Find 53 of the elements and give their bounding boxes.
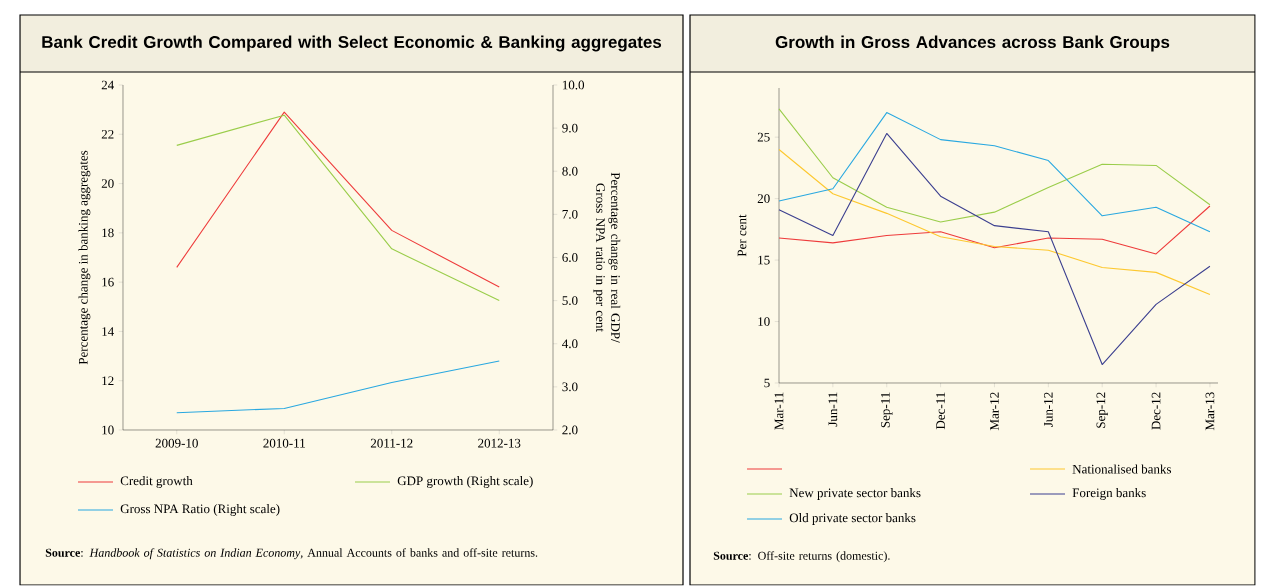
line-series [176,360,500,414]
x-tick-label: 2011-12 [370,439,413,448]
x-tick-label: Jun-11 [828,392,838,427]
y2-tick-label: 6.0 [562,253,578,263]
y2-tick-label: 5.0 [562,296,578,306]
x-tick-label: 2009-10 [155,439,198,448]
y-tick-label: 24 [101,80,114,90]
y2-tick-label: 8.0 [562,167,578,176]
x-tick-label: Sep-11 [881,392,893,428]
y-tick-label: 12 [102,376,114,386]
line-series [778,205,1211,255]
y2-tick-label: 7.0 [562,210,578,219]
y-tick-label: 20 [101,179,114,189]
y2-tick-label: 10.0 [562,80,585,90]
y2-tick-label: 9.0 [562,123,578,133]
text: Source: Handbook of Statistics on Indian Economy, Annual Accounts of banks and off-site returns. [45,548,538,560]
y2-tick-label: 2.0 [562,425,578,435]
y-tick-label: 18 [102,228,114,238]
legend-label: Old private sector banks [789,513,916,526]
y2-tick-label: 3.0 [562,382,578,392]
legend-label: Nationalised banks [1072,464,1172,474]
y-axis-title: Per cent [737,214,747,257]
chart-title: Bank Credit Growth Compared with Select Economic & Banking aggregates [42,35,662,52]
y2-axis-title: Percentage change in real GDP/ Gross NPA ratio in per cent [593,172,621,343]
y-tick-label: 14 [102,327,114,336]
y-tick-label: 20 [757,194,770,204]
chart-title: Growth in Gross Advances across Bank Groups [775,35,1170,52]
x-tick-label: Mar-11 [774,392,784,430]
legend-label: Credit growth [120,476,193,489]
x-tick-label: 2010-11 [263,439,305,448]
y-tick-label: 16 [102,277,114,287]
x-tick-label: Mar-12 [990,392,999,431]
legend-label: New private sector banks [789,488,921,501]
x-tick-label: 2012-13 [478,439,521,448]
x-tick-label: Sep-12 [1096,392,1108,428]
y-axis-title: Percentage change in banking aggregates [78,150,91,365]
y-tick-label: 22 [101,130,114,139]
y-tick-label: 10 [758,317,770,327]
text: Source: Off-site returns (domestic). [713,551,890,563]
y-tick-label: 25 [757,132,770,142]
legend-label: Gross NPA Ratio (Right scale) [120,504,280,517]
x-tick-label: Dec-11 [936,392,945,430]
line-series [778,133,1211,366]
y-tick-label: 15 [758,255,770,265]
y-tick-label: 10 [102,425,114,435]
x-tick-label: Dec-12 [1151,392,1161,430]
x-tick-label: Jun-12 [1043,392,1053,428]
line-series [778,149,1211,296]
legend-label: GDP growth (Right scale) [397,476,533,489]
y-tick-label: 5 [764,378,770,388]
x-tick-label: Mar-13 [1205,392,1215,431]
legend-label: Foreign banks [1072,488,1146,501]
y2-tick-label: 4.0 [562,339,578,349]
